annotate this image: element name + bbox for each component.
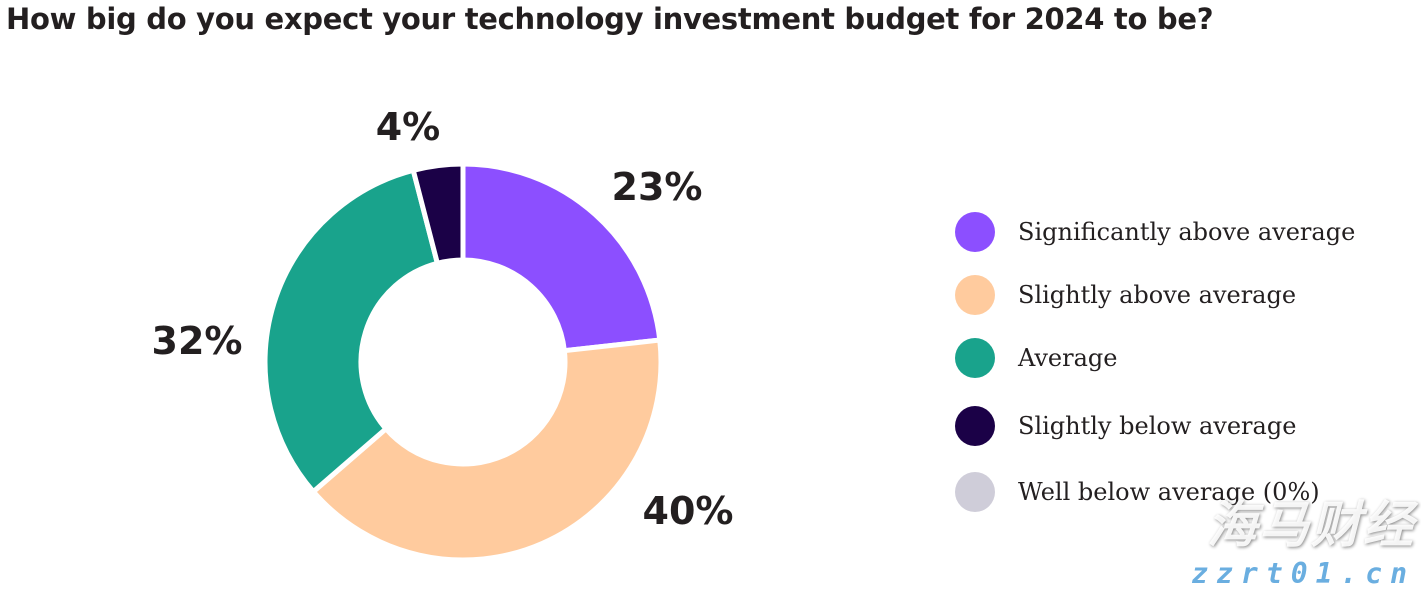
legend-swatch — [955, 406, 995, 446]
donut-slice-slightly-below-average — [410, 161, 466, 267]
donut-slice-average — [262, 167, 441, 496]
legend-swatch — [955, 338, 995, 378]
legend-item: Significantly above average — [955, 212, 1355, 252]
legend-label: Average — [1018, 344, 1118, 372]
legend-swatch — [955, 472, 995, 512]
donut-chart: 23% 40% 32% 4% — [151, 105, 734, 563]
watermark-url: zzrt01.cn — [1191, 557, 1415, 590]
legend-item: Slightly below average — [955, 406, 1296, 446]
donut-slice-significantly-above-average — [460, 161, 663, 354]
legend-label: Slightly below average — [1018, 412, 1297, 440]
legend-label: Significantly above average — [1018, 218, 1356, 246]
watermark-logo-text: 海马财经 — [1207, 496, 1415, 554]
legend-item: Well below average (0%) — [955, 472, 1320, 512]
legend-item: Average — [955, 338, 1117, 378]
data-label: 40% — [643, 489, 734, 533]
data-label: 32% — [152, 319, 243, 363]
legend-item: Slightly above average — [955, 275, 1296, 315]
data-label: 23% — [612, 165, 703, 209]
legend-swatch — [955, 212, 995, 252]
chart-title: How big do you expect your technology in… — [6, 2, 1214, 36]
watermark: 海马财经 zzrt01.cn — [1191, 485, 1415, 590]
data-label: 4% — [376, 105, 441, 149]
donut-slice-slightly-above-average — [309, 337, 664, 563]
legend-swatch — [955, 275, 995, 315]
legend-label: Slightly above average — [1018, 281, 1297, 309]
legend-label: Well below average (0%) — [1018, 478, 1320, 506]
